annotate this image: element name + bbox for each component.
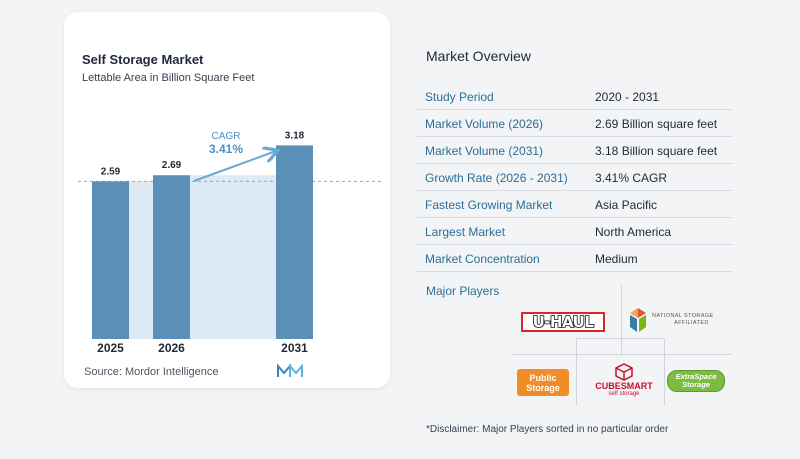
grid-divider	[664, 338, 665, 406]
public-storage-text: Public Storage	[526, 372, 560, 393]
uhaul-logo: U-HAUL	[521, 312, 605, 332]
cubesmart-name: CUBESMART	[595, 380, 653, 391]
cagr-label: CAGR	[212, 131, 241, 142]
bar-2025	[92, 181, 129, 339]
row-label: Growth Rate (2026 - 2031)	[425, 171, 568, 185]
row-label: Fastest Growing Market	[425, 198, 553, 212]
uhaul-logo-text: U-HAUL	[532, 312, 595, 332]
growth-shade	[129, 181, 153, 339]
data-label: 2.59	[101, 166, 121, 177]
overview-row: Largest Market North America	[417, 219, 733, 245]
row-label: Study Period	[425, 90, 494, 104]
row-value: North America	[595, 225, 672, 239]
overview-row: Study Period 2020 - 2031	[417, 84, 733, 110]
overview-row: Market Volume (2031) 3.18 Billion square…	[417, 138, 733, 164]
cubesmart-sub: self storage	[608, 390, 640, 397]
x-tick-label: 2031	[281, 341, 308, 355]
public-storage-logo: Public Storage	[517, 369, 569, 396]
row-value: Asia Pacific	[595, 198, 658, 212]
data-label: 2.69	[162, 160, 182, 171]
chart-subtitle: Lettable Area in Billion Square Feet	[82, 72, 255, 84]
extraspace-text: ExtraSpace Storage	[675, 372, 717, 389]
row-value: 3.41% CAGR	[595, 171, 668, 185]
overview-row: Market Volume (2026) 2.69 Billion square…	[417, 111, 733, 137]
bar-chart: 2.59 2.69 3.18 2025 2026 2031 CAGR 3.41%	[78, 130, 382, 355]
mordor-logo-icon	[277, 364, 303, 377]
row-value: Medium	[595, 252, 638, 266]
row-value: 3.18 Billion square feet	[595, 144, 718, 158]
disclaimer-text: *Disclaimer: Major Players sorted in no …	[426, 424, 669, 435]
cagr-arrow	[193, 151, 276, 182]
row-value: 2.69 Billion square feet	[595, 117, 718, 131]
row-label: Market Volume (2031)	[425, 144, 544, 158]
nsa-name: NATIONAL STORAGE	[652, 313, 714, 319]
row-label: Market Concentration	[425, 252, 540, 266]
grid-divider	[621, 285, 622, 354]
data-label: 3.18	[285, 130, 305, 141]
cagr-value: 3.41%	[209, 142, 243, 156]
overview-row: Growth Rate (2026 - 2031) 3.41% CAGR	[417, 165, 733, 191]
grid-divider	[576, 338, 577, 406]
national-storage-logo: NATIONAL STORAGE AFFILIATED	[628, 306, 720, 334]
chart-title: Self Storage Market	[82, 52, 204, 67]
nsa-emblem-icon	[630, 308, 646, 332]
overview-row: Market Concentration Medium	[417, 246, 733, 272]
grid-divider	[512, 354, 732, 355]
major-players-title: Major Players	[426, 284, 500, 298]
row-label: Market Volume (2026)	[425, 117, 544, 131]
source-text: Source: Mordor Intelligence	[84, 366, 219, 378]
overview-row: Fastest Growing Market Asia Pacific	[417, 192, 733, 218]
x-tick-label: 2025	[97, 341, 124, 355]
cube-icon	[615, 362, 633, 381]
extraspace-logo: ExtraSpace Storage	[667, 370, 725, 392]
x-tick-label: 2026	[158, 341, 185, 355]
overview-title: Market Overview	[426, 48, 532, 64]
nsa-sub: AFFILIATED	[674, 320, 709, 326]
growth-shade	[190, 175, 276, 339]
bar-2026	[153, 175, 190, 339]
cubesmart-logo: CUBESMART self storage	[593, 358, 655, 402]
bar-2031	[276, 145, 313, 339]
row-value: 2020 - 2031	[595, 90, 660, 104]
grid-divider	[576, 338, 664, 339]
row-label: Largest Market	[425, 225, 506, 239]
chart-card: 2.59 2.69 3.18 2025 2026 2031 CAGR 3.41% Sel…	[64, 12, 390, 388]
